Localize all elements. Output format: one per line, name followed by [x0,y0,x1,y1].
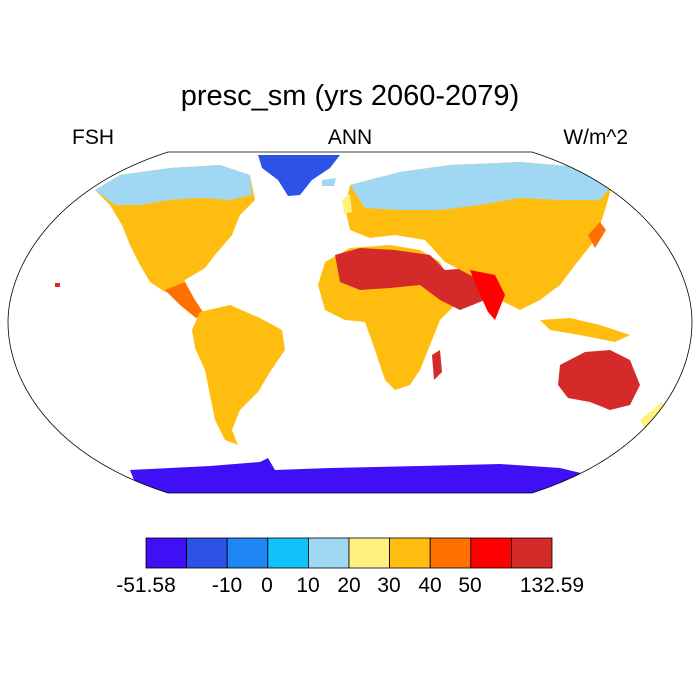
season-label: ANN [327,126,373,149]
map-title: presc_sm (yrs 2060-2079) [180,80,520,112]
variable-label: FSH [72,126,114,149]
region-central-america [165,282,205,318]
region-sahara-arabia [335,248,490,310]
colorbar-label-3: 10 [296,574,320,597]
colorbar-label-2: 0 [261,574,273,597]
region-uk [342,194,352,214]
region-iceland [322,178,336,186]
region-hawaii [55,283,60,287]
colorbar-swatch-3 [267,537,309,569]
colorbar-swatch-7 [429,537,472,569]
region-antarctica [130,458,585,493]
colorbar-swatch-4 [307,537,350,569]
colorbar-label-8: 132.59 [519,574,585,597]
colorbar-swatch-5 [348,537,390,569]
region-japan [588,222,606,248]
region-siberia [350,162,612,210]
colorbar-label-1: -10 [211,574,243,597]
colorbar-label-5: 30 [377,574,401,597]
region-south-america [192,305,285,445]
region-se-asia [540,318,630,342]
colorbar-swatch-0 [145,537,187,569]
region-australia [558,350,640,410]
region-greenland [258,155,340,196]
region-canada-north [95,165,252,205]
colorbar-label-4: 20 [337,574,361,597]
colorbar-swatch-1 [186,537,228,569]
colorbar-label-0: -51.58 [116,574,176,597]
colorbar-swatch-9 [510,537,553,569]
colorbar-swatch-6 [389,537,431,569]
colorbar-label-7: 50 [458,574,482,597]
colorbar-swatch-2 [226,537,269,569]
colorbar-label-6: 40 [418,574,442,597]
colorbar-swatch-8 [470,537,512,569]
units-label: W/m^2 [563,126,628,149]
region-new-zealand [640,402,666,428]
region-madagascar [432,350,442,380]
region-india [470,270,505,320]
globe-outline [7,151,693,494]
